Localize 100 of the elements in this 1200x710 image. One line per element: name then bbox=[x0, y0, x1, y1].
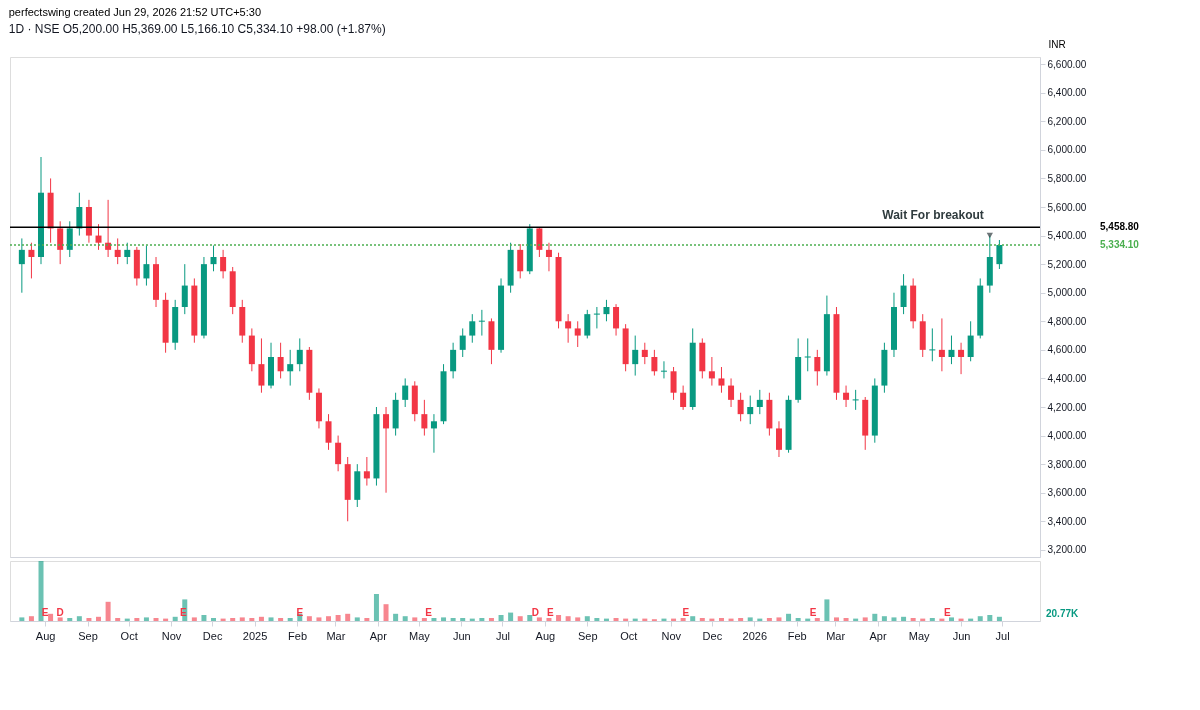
bar bbox=[249, 618, 255, 621]
candlestick bbox=[18, 237, 25, 294]
candlestick bbox=[613, 303, 620, 337]
chart-title: perfectswing created Jun 29, 2026 21:52 UTC+5:30 bbox=[8, 5, 261, 18]
candlestick bbox=[469, 313, 476, 344]
candlestick bbox=[421, 399, 428, 437]
candlestick bbox=[584, 309, 591, 339]
candlestick bbox=[641, 342, 648, 365]
bar bbox=[546, 618, 552, 621]
annotation: E bbox=[546, 607, 554, 618]
candlestick bbox=[756, 389, 763, 415]
candlestick bbox=[124, 242, 131, 265]
x-tick-label: Apr bbox=[869, 629, 887, 642]
annotation: E bbox=[425, 607, 433, 618]
candlestick bbox=[574, 320, 581, 348]
bar bbox=[345, 613, 351, 621]
candlestick bbox=[938, 317, 945, 372]
y-tick-label: 3,400.00 bbox=[1047, 515, 1087, 527]
bar bbox=[460, 618, 466, 621]
bar bbox=[833, 617, 839, 621]
x-tick-label: Mar bbox=[826, 629, 846, 642]
candlestick bbox=[430, 413, 437, 454]
candlestick bbox=[363, 456, 370, 487]
bar bbox=[929, 618, 935, 621]
bar bbox=[143, 617, 149, 621]
x-tick-label: Aug bbox=[35, 629, 56, 642]
bar bbox=[613, 618, 619, 621]
candlestick bbox=[220, 249, 227, 279]
bar bbox=[393, 613, 399, 621]
x-tick-label: Nov bbox=[161, 629, 182, 642]
x-tick-label: Dec bbox=[202, 629, 223, 642]
bar bbox=[48, 613, 54, 621]
bar bbox=[594, 618, 600, 621]
bar bbox=[306, 616, 312, 621]
candlestick bbox=[258, 337, 265, 394]
bar bbox=[738, 618, 744, 621]
candlestick bbox=[728, 377, 735, 408]
bar bbox=[776, 617, 782, 621]
bar bbox=[172, 616, 178, 621]
bar bbox=[258, 616, 264, 621]
y-tick-label: 5,200.00 bbox=[1047, 258, 1087, 270]
bar bbox=[28, 616, 34, 621]
x-tick-label: Jul bbox=[495, 629, 510, 642]
bar bbox=[747, 617, 753, 621]
candlestick bbox=[929, 327, 936, 362]
bar bbox=[153, 618, 159, 621]
bar bbox=[872, 613, 878, 621]
candlestick bbox=[804, 337, 811, 372]
candlestick bbox=[996, 239, 1003, 270]
bar bbox=[431, 618, 437, 621]
y-tick-label: 6,600.00 bbox=[1047, 58, 1087, 70]
bar bbox=[862, 617, 868, 621]
candlestick bbox=[651, 349, 658, 377]
bar bbox=[977, 616, 983, 621]
y-tick-label: 3,800.00 bbox=[1047, 458, 1087, 470]
candlestick bbox=[708, 356, 715, 387]
bar bbox=[316, 617, 322, 621]
bar bbox=[335, 615, 341, 621]
bar bbox=[690, 616, 696, 621]
y-tick-label: 5,000.00 bbox=[1047, 287, 1087, 299]
x-tick-label: Sep bbox=[578, 629, 598, 642]
x-tick-label: Apr bbox=[369, 629, 388, 642]
bar bbox=[795, 618, 801, 621]
x-tick-label: Sep bbox=[78, 629, 98, 642]
y-tick-label: 6,000.00 bbox=[1047, 144, 1087, 156]
candlestick bbox=[450, 342, 457, 379]
y-tick-label: 4,400.00 bbox=[1047, 372, 1087, 384]
candlestick bbox=[852, 389, 859, 411]
bar bbox=[115, 618, 121, 621]
bar bbox=[517, 616, 523, 621]
y-tick-label: 4,600.00 bbox=[1047, 344, 1087, 356]
x-tick-label: May bbox=[409, 629, 431, 642]
bar bbox=[814, 618, 820, 621]
y-tick-label: 6,400.00 bbox=[1047, 87, 1087, 99]
bar bbox=[134, 618, 140, 621]
candlestick bbox=[383, 406, 390, 494]
ref-line-label: 5,458.80 bbox=[1100, 221, 1140, 233]
candlestick bbox=[143, 245, 150, 287]
candlestick bbox=[545, 242, 552, 272]
candlestick bbox=[958, 342, 965, 375]
bar bbox=[901, 616, 907, 621]
bar bbox=[96, 616, 102, 621]
candlestick bbox=[181, 263, 188, 315]
bar bbox=[450, 618, 456, 621]
annotation: D bbox=[56, 607, 64, 618]
bar bbox=[191, 617, 197, 621]
bar bbox=[76, 616, 82, 621]
candlestick bbox=[747, 395, 754, 425]
ref-line-label: 5,334.10 bbox=[1100, 238, 1140, 250]
bar bbox=[488, 618, 494, 621]
bar bbox=[508, 612, 514, 621]
annotation: E bbox=[809, 607, 817, 618]
x-tick-label: Dec bbox=[702, 629, 723, 642]
x-tick-label: Jun bbox=[452, 629, 471, 642]
bar bbox=[239, 617, 245, 621]
candlestick bbox=[900, 273, 907, 315]
candlestick bbox=[632, 335, 639, 377]
candlestick bbox=[325, 413, 332, 451]
text: 20.77K bbox=[1046, 608, 1080, 619]
candlestick bbox=[775, 420, 782, 458]
